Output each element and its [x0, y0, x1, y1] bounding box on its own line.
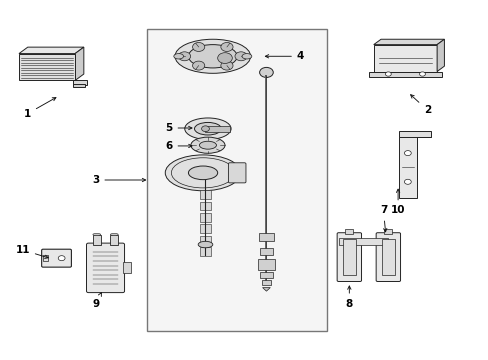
Ellipse shape — [221, 42, 233, 51]
Ellipse shape — [188, 45, 237, 68]
Bar — [199, 225, 211, 233]
Text: 1: 1 — [24, 98, 56, 119]
Text: 6: 6 — [165, 141, 192, 151]
Bar — [260, 248, 272, 255]
Polygon shape — [373, 39, 444, 45]
Bar — [368, 72, 441, 77]
Bar — [338, 238, 387, 244]
Bar — [259, 233, 273, 241]
Ellipse shape — [192, 61, 204, 70]
Ellipse shape — [93, 233, 101, 235]
Bar — [19, 54, 75, 81]
Text: 9: 9 — [92, 293, 101, 309]
Bar — [199, 236, 211, 244]
Circle shape — [201, 126, 209, 132]
Bar — [384, 229, 391, 234]
Text: 7: 7 — [379, 206, 386, 232]
Bar — [110, 234, 118, 244]
FancyBboxPatch shape — [228, 163, 245, 183]
Ellipse shape — [190, 137, 224, 153]
Text: 2: 2 — [410, 95, 430, 115]
FancyBboxPatch shape — [375, 233, 400, 282]
Ellipse shape — [173, 54, 183, 59]
Bar — [373, 45, 436, 72]
Bar — [43, 255, 48, 261]
Ellipse shape — [199, 141, 216, 149]
Ellipse shape — [198, 241, 212, 248]
Polygon shape — [75, 47, 83, 81]
Bar — [73, 84, 84, 87]
Ellipse shape — [221, 61, 233, 70]
Bar — [260, 272, 272, 278]
Ellipse shape — [242, 54, 251, 59]
Polygon shape — [262, 288, 270, 291]
Bar — [147, 30, 327, 330]
Bar — [205, 126, 229, 132]
Circle shape — [385, 72, 390, 76]
Text: 10: 10 — [390, 189, 405, 216]
Bar — [199, 247, 211, 256]
Polygon shape — [436, 39, 444, 72]
FancyBboxPatch shape — [41, 249, 71, 267]
Ellipse shape — [259, 67, 273, 77]
Ellipse shape — [178, 52, 190, 61]
Text: 4: 4 — [265, 51, 304, 61]
Circle shape — [404, 179, 410, 184]
Text: 3: 3 — [92, 175, 145, 185]
Circle shape — [419, 72, 425, 76]
Circle shape — [217, 53, 232, 63]
Text: 5: 5 — [165, 123, 192, 133]
Circle shape — [404, 150, 410, 156]
Bar — [398, 137, 416, 198]
Bar — [122, 262, 131, 273]
Ellipse shape — [192, 42, 204, 51]
Ellipse shape — [235, 52, 246, 61]
Polygon shape — [19, 47, 83, 54]
Bar — [342, 239, 355, 275]
Circle shape — [58, 256, 65, 261]
Ellipse shape — [194, 122, 221, 135]
Ellipse shape — [165, 155, 241, 191]
Ellipse shape — [110, 233, 118, 235]
Text: 11: 11 — [15, 245, 48, 258]
Bar — [257, 259, 274, 270]
Bar — [199, 190, 211, 199]
Ellipse shape — [175, 39, 250, 73]
Ellipse shape — [188, 166, 217, 180]
Bar — [381, 239, 394, 275]
Ellipse shape — [184, 118, 231, 139]
Bar — [262, 279, 270, 285]
FancyBboxPatch shape — [86, 243, 124, 293]
FancyBboxPatch shape — [336, 233, 361, 282]
Bar — [93, 234, 101, 244]
Bar — [199, 202, 211, 210]
Text: 8: 8 — [345, 286, 352, 309]
Bar — [398, 131, 430, 137]
Bar — [345, 229, 352, 234]
Bar — [73, 81, 87, 85]
Bar — [199, 213, 211, 222]
